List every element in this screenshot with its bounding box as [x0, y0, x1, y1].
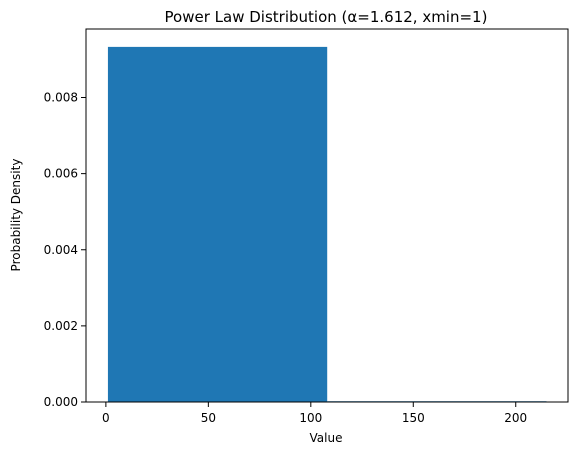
- x-axis-tick-label-50: 50: [201, 411, 216, 425]
- y-axis-tick-label-0-006: 0.006: [44, 167, 78, 181]
- x-axis-tick-label-150: 150: [402, 411, 425, 425]
- histogram-bar-1: [107, 46, 328, 403]
- x-axis-ticks: 0 50 100 150 200: [102, 402, 527, 425]
- y-axis-ticks: 0.000 0.002 0.004 0.006 0.008: [44, 91, 86, 409]
- x-axis-tick-label-0: 0: [102, 411, 110, 425]
- plot-frame: [85, 28, 569, 403]
- y-axis-label: Probability Density: [9, 159, 23, 272]
- y-axis-tick-label-0-008: 0.008: [44, 91, 78, 105]
- y-axis-tick-label-0-004: 0.004: [44, 243, 78, 257]
- y-axis-tick-label-0-002: 0.002: [44, 319, 78, 333]
- x-axis-label: Value: [310, 431, 343, 445]
- bars: [107, 46, 547, 403]
- y-axis-tick-label-0: 0.000: [44, 395, 78, 409]
- x-axis-tick-label-200: 200: [504, 411, 527, 425]
- chart-title: Power Law Distribution (α=1.612, xmin=1): [165, 8, 488, 26]
- x-axis-tick-label-100: 100: [299, 411, 322, 425]
